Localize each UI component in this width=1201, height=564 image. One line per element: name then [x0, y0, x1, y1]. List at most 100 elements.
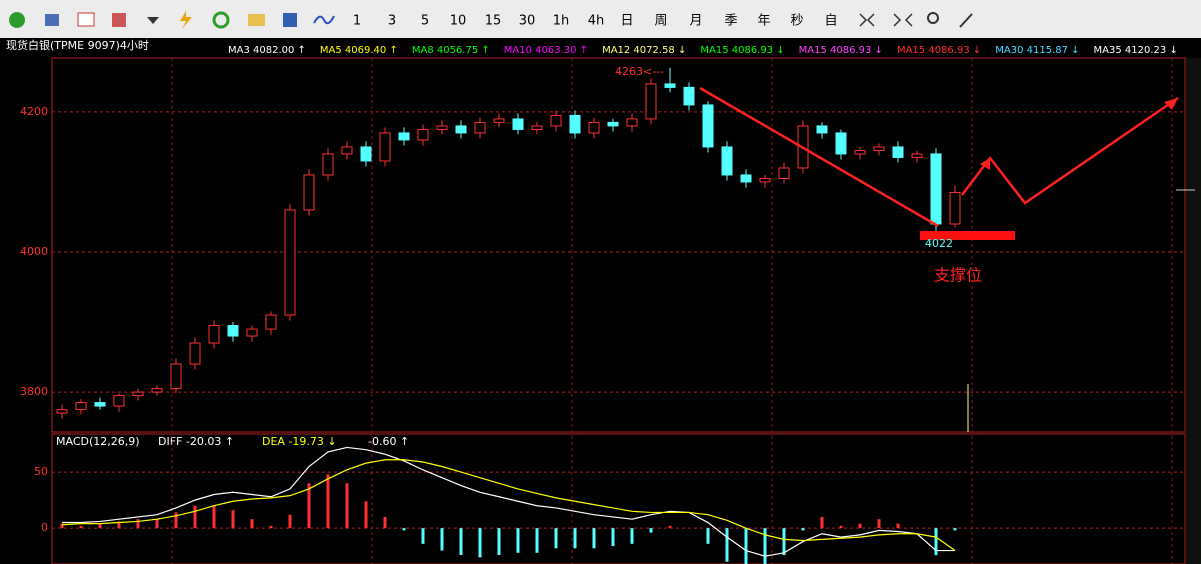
- toolbar-button[interactable]: 5: [421, 14, 429, 29]
- chart-background: [0, 38, 1201, 564]
- dea-text: DEA -19.73 ↓: [262, 435, 337, 448]
- toolbar-button[interactable]: 年: [757, 14, 770, 29]
- open-icon[interactable]: [248, 14, 265, 26]
- candle-body: [569, 114, 581, 134]
- support-bar: [920, 231, 1015, 240]
- candle-body: [360, 146, 372, 162]
- y-tick-label: 4200: [20, 105, 48, 118]
- indicator-label: MA10 4063.30 ↑: [504, 45, 588, 56]
- line-icon[interactable]: [313, 15, 335, 25]
- candle-body: [284, 209, 296, 316]
- toolbar-button[interactable]: 4h: [588, 14, 605, 29]
- candle-body: [949, 191, 961, 225]
- candle-body: [911, 153, 923, 158]
- candle-body: [341, 146, 353, 155]
- toolbar-button[interactable]: 季: [724, 14, 737, 29]
- indicator-label: MA15 4086.93 ↓: [799, 45, 883, 56]
- save-icon[interactable]: [283, 13, 297, 27]
- arrow-head: [980, 158, 990, 170]
- candle-body: [265, 314, 277, 330]
- indicator-label: MA8 4056.75 ↑: [412, 45, 490, 56]
- arrow-line: [699, 86, 939, 228]
- indicator-label: MA30 4115.87 ↓: [995, 45, 1079, 56]
- candle-body: [626, 118, 638, 127]
- candle-body: [132, 391, 144, 397]
- search-icon[interactable]: [927, 12, 939, 24]
- candle-body: [607, 121, 619, 127]
- candle-body: [455, 125, 467, 134]
- candle-body: [512, 118, 524, 130]
- zoom-in-icon[interactable]: [859, 13, 875, 27]
- toolbar: 1 3 5 10 15 30 1h 4h 日 周 月 季 年 秒 自: [0, 0, 1201, 39]
- support-label: 支撑位: [934, 266, 982, 285]
- arrow-head: [1164, 98, 1178, 110]
- hand-annotations: [699, 86, 1195, 432]
- candle-body: [873, 146, 885, 151]
- candle-body: [379, 132, 391, 162]
- chart: 现货白银(TPME 9097)4小时 MACD(12,26,9) DIFF -2…: [0, 38, 1201, 564]
- candle-body: [56, 409, 68, 414]
- back-button[interactable]: [9, 12, 25, 28]
- toolbar-button[interactable]: 30: [519, 14, 536, 29]
- macd-tick-label: 50: [34, 465, 48, 478]
- toolbar-button[interactable]: 15: [485, 14, 502, 29]
- list-icon[interactable]: [45, 14, 59, 26]
- candle-body: [94, 402, 106, 407]
- candle-body: [246, 328, 258, 337]
- candle-body: [664, 83, 676, 88]
- dropdown-icon[interactable]: [147, 17, 159, 24]
- chart-title: 现货白银(TPME 9097)4小时: [6, 38, 149, 52]
- bar-icon[interactable]: [112, 13, 126, 27]
- candle-body: [474, 121, 486, 134]
- low-label: 4022: [925, 237, 953, 250]
- candle-body: [208, 325, 220, 344]
- candle-body: [189, 342, 201, 365]
- candle-body: [398, 132, 410, 141]
- toolbar-button[interactable]: 秒: [790, 14, 803, 29]
- candle-body: [531, 125, 543, 130]
- macd-title: MACD(12,26,9): [56, 435, 140, 448]
- candle-body: [835, 132, 847, 155]
- indicator-label: MA15 4086.93 ↓: [897, 45, 981, 56]
- candle-body: [227, 325, 239, 337]
- candle-body: [322, 153, 334, 176]
- projection-arrow: [961, 96, 1179, 205]
- peak-label: 4263<---: [615, 65, 664, 78]
- indicator-label: MA12 4072.58 ↓: [602, 45, 686, 56]
- refresh-icon[interactable]: [212, 11, 230, 29]
- indicator-label: MA15 4086.93 ↓: [700, 45, 784, 56]
- candle-body: [892, 146, 904, 158]
- chart-icon[interactable]: [77, 12, 95, 27]
- candle-body: [588, 121, 600, 134]
- candle-body: [550, 114, 562, 127]
- candle-body: [759, 177, 771, 183]
- toolbar-button[interactable]: 自: [824, 14, 837, 29]
- macd-tick-label: 0: [41, 521, 48, 534]
- dea-line: [61, 459, 956, 552]
- candle-body: [683, 86, 695, 106]
- y-tick-label: 4000: [20, 245, 48, 258]
- diff-text: DIFF -20.03 ↑: [158, 435, 234, 448]
- toolbar-button[interactable]: 周: [654, 14, 667, 29]
- candle-body: [740, 174, 752, 183]
- zoom-out-icon[interactable]: [893, 13, 913, 27]
- toolbar-button[interactable]: 月: [689, 14, 702, 29]
- draw-icon[interactable]: [959, 13, 973, 28]
- indicator-label: MA3 4082.00 ↑: [228, 45, 306, 56]
- toolbar-button[interactable]: 1: [353, 14, 361, 29]
- macd-panel-frame: [51, 433, 1186, 564]
- candle-body: [303, 174, 315, 211]
- toolbar-button[interactable]: 10: [450, 14, 467, 29]
- main-panel-frame: [51, 57, 1186, 433]
- flash-icon[interactable]: [180, 11, 192, 29]
- toolbar-button[interactable]: 3: [388, 14, 396, 29]
- candle-body: [417, 128, 429, 141]
- toolbar-button[interactable]: 1h: [553, 14, 570, 29]
- candle-body: [721, 146, 733, 176]
- indicator-label: MA35 4120.23 ↓: [1094, 45, 1178, 56]
- candle-body: [778, 167, 790, 179]
- hist-text: -0.60 ↑: [368, 435, 409, 448]
- toolbar-button[interactable]: 日: [620, 14, 633, 29]
- candle-body: [816, 125, 828, 134]
